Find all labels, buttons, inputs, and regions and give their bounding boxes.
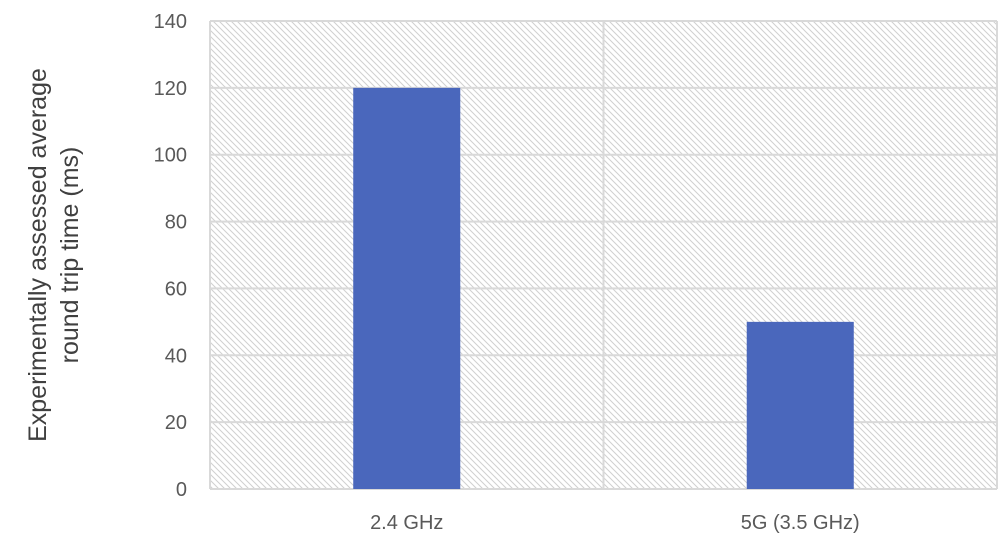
x-tick-label: 2.4 GHz (370, 512, 443, 534)
y-tick-label: 100 (154, 145, 187, 167)
bar-5g-3-5-ghz (746, 321, 854, 489)
gridlines (209, 20, 998, 490)
y-tick-label: 140 (154, 11, 187, 33)
y-axis-title-line-2: round trip time (ms) (56, 147, 84, 364)
y-tick-label: 0 (176, 479, 187, 501)
bar-2-4-ghz (353, 87, 461, 489)
y-axis-tick-labels: 0 20 40 60 80 100 120 140 (154, 11, 187, 501)
y-axis-title-line-1: Experimentally assessed average (24, 68, 52, 442)
y-tick-label: 60 (165, 278, 187, 300)
y-tick-label: 80 (165, 212, 187, 234)
y-tick-label: 40 (165, 345, 187, 367)
y-tick-label: 20 (165, 412, 187, 434)
y-tick-label: 120 (154, 78, 187, 100)
x-axis-tick-labels: 2.4 GHz 5G (3.5 GHz) (370, 512, 860, 534)
y-axis-title: Experimentally assessed average round tr… (24, 68, 84, 442)
bars (353, 87, 854, 489)
x-tick-label: 5G (3.5 GHz) (741, 512, 860, 534)
